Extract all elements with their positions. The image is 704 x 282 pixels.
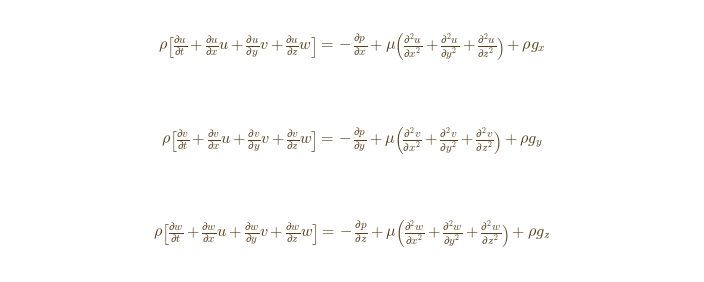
Text: $\rho\left[\frac{\partial u}{\partial t}+\frac{\partial u}{\partial x}u+\frac{\p: $\rho\left[\frac{\partial u}{\partial t}… <box>158 32 546 63</box>
Text: $\rho\left[\frac{\partial v}{\partial t}+\frac{\partial v}{\partial x}u+\frac{\p: $\rho\left[\frac{\partial v}{\partial t}… <box>161 125 543 157</box>
Text: $\rho\left[\frac{\partial w}{\partial t}+\frac{\partial w}{\partial x}u+\frac{\p: $\rho\left[\frac{\partial w}{\partial t}… <box>153 219 551 250</box>
